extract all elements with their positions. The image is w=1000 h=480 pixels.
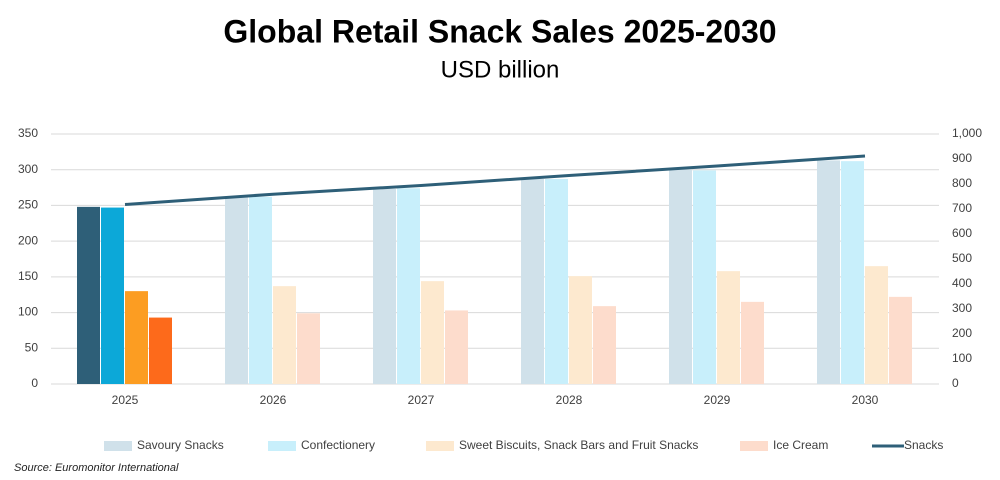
y2-tick-label: 0 xyxy=(952,376,959,390)
y2-tick-label: 300 xyxy=(952,301,972,315)
y2-tick-label: 1,000 xyxy=(952,126,982,140)
bar xyxy=(421,281,444,384)
bar xyxy=(297,313,320,384)
y-tick-label: 100 xyxy=(18,305,38,319)
legend-swatch xyxy=(426,441,454,451)
bar xyxy=(817,160,840,384)
x-tick-label: 2027 xyxy=(408,393,435,407)
bar xyxy=(717,271,740,384)
legend-swatch xyxy=(268,441,296,451)
legend-label: Ice Cream xyxy=(773,438,828,452)
y2-tick-label: 600 xyxy=(952,226,972,240)
x-tick-label: 2028 xyxy=(556,393,583,407)
bar xyxy=(445,310,468,384)
bar xyxy=(225,197,248,384)
y2-tick-label: 400 xyxy=(952,276,972,290)
legend-swatch xyxy=(104,441,132,451)
bar xyxy=(593,306,616,384)
x-tick-label: 2030 xyxy=(852,393,879,407)
y-tick-label: 0 xyxy=(31,376,38,390)
legend-swatch xyxy=(740,441,768,451)
y-tick-label: 200 xyxy=(18,233,38,247)
bar xyxy=(569,276,592,384)
chart-title: Global Retail Snack Sales 2025-2030 xyxy=(223,13,776,49)
y-tick-label: 50 xyxy=(25,340,39,354)
bar xyxy=(249,196,272,384)
y-tick-label: 150 xyxy=(18,269,38,283)
bar xyxy=(397,188,420,384)
bar xyxy=(741,301,764,384)
bar xyxy=(865,266,888,384)
bar xyxy=(101,207,124,384)
y2-tick-label: 800 xyxy=(952,176,972,190)
x-tick-label: 2025 xyxy=(112,393,139,407)
bar xyxy=(273,286,296,384)
y-tick-label: 250 xyxy=(18,198,38,212)
y-tick-label: 300 xyxy=(18,162,38,176)
legend-label: Savoury Snacks xyxy=(137,438,224,452)
bar xyxy=(125,291,148,384)
bar xyxy=(693,170,716,384)
y2-tick-label: 100 xyxy=(952,351,972,365)
y2-tick-label: 500 xyxy=(952,251,972,265)
y2-tick-label: 700 xyxy=(952,201,972,215)
line xyxy=(124,154,866,206)
y-tick-label: 350 xyxy=(18,126,38,140)
y2-tick-label: 200 xyxy=(952,326,972,340)
legend-label: Snacks xyxy=(904,438,943,452)
bar xyxy=(889,296,912,384)
bar xyxy=(545,179,568,384)
chart-subtitle: USD billion xyxy=(441,56,560,83)
bar xyxy=(373,189,396,384)
source: Source: Euromonitor International xyxy=(14,462,179,474)
x-tick-label: 2029 xyxy=(704,393,731,407)
bar xyxy=(77,206,100,384)
y2-tick-label: 900 xyxy=(952,151,972,165)
legend-label: Confectionery xyxy=(301,438,375,452)
bar xyxy=(521,179,544,384)
legend-label: Sweet Biscuits, Snack Bars and Fruit Sna… xyxy=(459,438,698,452)
bar xyxy=(149,317,172,384)
bar xyxy=(841,161,864,384)
bar xyxy=(669,169,692,384)
x-tick-label: 2026 xyxy=(260,393,287,407)
